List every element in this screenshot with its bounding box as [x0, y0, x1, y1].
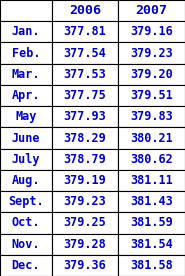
- Bar: [52, 64, 118, 85]
- Bar: [0, 233, 52, 255]
- Text: Feb.: Feb.: [12, 47, 40, 60]
- Bar: [52, 0, 118, 21]
- Bar: [118, 21, 185, 43]
- Text: July: July: [12, 153, 40, 166]
- Bar: [0, 255, 52, 276]
- Text: 377.93: 377.93: [64, 110, 107, 123]
- Bar: [118, 0, 185, 21]
- Text: Oct.: Oct.: [12, 216, 40, 229]
- Text: 379.23: 379.23: [130, 47, 173, 60]
- Text: Sept.: Sept.: [8, 195, 44, 208]
- Bar: [0, 170, 52, 191]
- Bar: [0, 212, 52, 233]
- Text: 380.21: 380.21: [130, 131, 173, 145]
- Text: 377.53: 377.53: [64, 68, 107, 81]
- Text: 381.58: 381.58: [130, 259, 173, 272]
- Bar: [52, 21, 118, 43]
- Bar: [52, 128, 118, 148]
- Text: 379.19: 379.19: [64, 174, 107, 187]
- Bar: [0, 191, 52, 212]
- Bar: [52, 106, 118, 128]
- Bar: [52, 85, 118, 106]
- Bar: [0, 106, 52, 128]
- Bar: [118, 106, 185, 128]
- Text: 379.28: 379.28: [64, 238, 107, 251]
- Bar: [118, 233, 185, 255]
- Text: 379.51: 379.51: [130, 89, 173, 102]
- Bar: [118, 191, 185, 212]
- Bar: [52, 170, 118, 191]
- Text: 2006: 2006: [69, 4, 101, 17]
- Text: 378.29: 378.29: [64, 131, 107, 145]
- Bar: [118, 85, 185, 106]
- Bar: [0, 43, 52, 64]
- Bar: [118, 255, 185, 276]
- Bar: [0, 0, 52, 21]
- Text: Jan.: Jan.: [12, 25, 40, 38]
- Text: 381.11: 381.11: [130, 174, 173, 187]
- Bar: [118, 64, 185, 85]
- Bar: [0, 128, 52, 148]
- Text: 381.59: 381.59: [130, 216, 173, 229]
- Bar: [52, 148, 118, 170]
- Text: 379.25: 379.25: [64, 216, 107, 229]
- Bar: [52, 191, 118, 212]
- Bar: [0, 21, 52, 43]
- Bar: [52, 255, 118, 276]
- Bar: [118, 128, 185, 148]
- Bar: [52, 43, 118, 64]
- Text: 380.62: 380.62: [130, 153, 173, 166]
- Text: 377.54: 377.54: [64, 47, 107, 60]
- Text: 379.20: 379.20: [130, 68, 173, 81]
- Text: 2007: 2007: [136, 4, 168, 17]
- Text: 381.43: 381.43: [130, 195, 173, 208]
- Bar: [52, 212, 118, 233]
- Text: 377.75: 377.75: [64, 89, 107, 102]
- Text: 377.81: 377.81: [64, 25, 107, 38]
- Text: Mar.: Mar.: [12, 68, 40, 81]
- Text: 379.23: 379.23: [64, 195, 107, 208]
- Text: Dec.: Dec.: [12, 259, 40, 272]
- Bar: [118, 212, 185, 233]
- Text: Aug.: Aug.: [12, 174, 40, 187]
- Bar: [118, 170, 185, 191]
- Text: June: June: [12, 131, 40, 145]
- Bar: [0, 85, 52, 106]
- Text: May: May: [15, 110, 37, 123]
- Text: 381.54: 381.54: [130, 238, 173, 251]
- Text: Apr.: Apr.: [12, 89, 40, 102]
- Bar: [0, 64, 52, 85]
- Text: 379.83: 379.83: [130, 110, 173, 123]
- Bar: [52, 233, 118, 255]
- Text: 379.36: 379.36: [64, 259, 107, 272]
- Bar: [0, 148, 52, 170]
- Text: 379.16: 379.16: [130, 25, 173, 38]
- Text: Nov.: Nov.: [12, 238, 40, 251]
- Text: 378.79: 378.79: [64, 153, 107, 166]
- Bar: [118, 148, 185, 170]
- Bar: [118, 43, 185, 64]
